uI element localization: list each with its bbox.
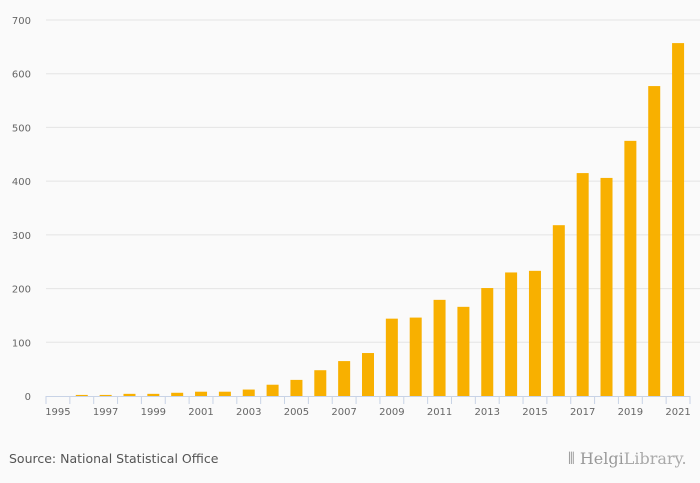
x-tick-label: 2011 [427,407,452,418]
logo-text-2: Library. [623,449,687,468]
bar-2009 [385,318,398,396]
x-tick-label: 2003 [236,407,261,418]
y-tick-label: 400 [12,177,31,188]
y-tick-label: 200 [12,285,31,296]
bar-2016 [552,225,565,396]
bar-2018 [600,177,613,396]
bar-chart: 0 100 200 300 400 500 600 700 1995 1997 1999 2001 20… [12,16,700,418]
bar-2013 [481,288,494,396]
bar-2017 [576,173,589,396]
bar-2004 [266,384,279,396]
x-tick-label: 1995 [45,407,70,418]
x-tick-label: 2001 [188,407,213,418]
y-tick-label: 0 [25,392,31,403]
logo-text-1: Helgi [579,449,624,468]
bar-1997 [99,394,112,396]
bar-2008 [362,353,374,396]
y-tick-label: 300 [12,231,31,242]
x-tick-label: 2021 [665,407,690,418]
helgi-library-logo[interactable]: ⫴ HelgiLibrary. [568,449,687,469]
x-tick-label: 2019 [618,407,643,418]
source-note: Source: National Statistical Office [9,451,219,466]
bar-2019 [624,140,637,396]
x-tick-label: 2013 [475,407,500,418]
x-tick-label: 2017 [570,407,595,418]
bar-2007 [338,361,351,396]
bar-2021 [672,43,685,397]
y-tick-label: 500 [12,123,31,134]
x-tick-label: 2009 [379,407,404,418]
logo-icon: ⫴ [568,449,575,468]
bar-2006 [314,370,327,396]
x-tick-label: 1997 [93,407,118,418]
bar-2020 [648,86,661,396]
bar-2012 [457,306,470,396]
y-tick-label: 100 [12,338,31,349]
bar-1998 [123,393,136,396]
bar-2003 [242,389,255,396]
bar-1999 [147,393,160,396]
x-tick-label: 1999 [141,407,166,418]
bar-2000 [171,392,184,396]
bar-2011 [433,299,446,396]
x-tick-label: 2007 [331,407,356,418]
bar-2001 [195,391,208,396]
bar-2014 [505,272,518,396]
bar-2002 [218,391,231,396]
y-tick-label: 600 [12,70,31,81]
x-tick-label: 2005 [284,407,309,418]
bar-1996 [75,394,88,396]
y-tick-label: 700 [12,16,31,27]
bar-2015 [528,270,541,396]
x-tick-label: 2015 [522,407,547,418]
bar-2005 [290,379,303,396]
bar-2010 [409,317,422,396]
